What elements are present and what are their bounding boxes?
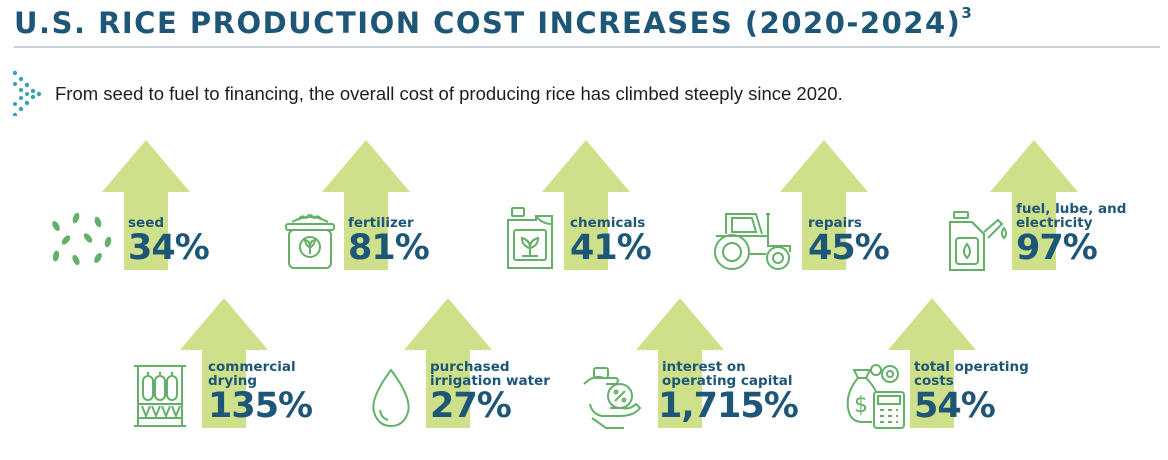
stat-label: commercial drying (208, 359, 296, 389)
stat-value: 45% (808, 228, 890, 268)
stat-label: interest on operating capital (662, 359, 793, 389)
stat-value: 54% (914, 386, 996, 426)
stat-label: purchased irrigation water (430, 359, 550, 389)
grain-dryer-icon (134, 365, 186, 427)
title-footnote: 3 (961, 4, 972, 22)
stat-repairs: repairs 45% (712, 138, 912, 272)
water-drop-icon (372, 368, 410, 428)
stat-label: chemicals (570, 215, 646, 231)
stat-value: 97% (1016, 228, 1098, 268)
stat-label: fuel, lube, and electricity (1016, 201, 1127, 231)
title-divider (14, 46, 1160, 48)
stat-fertilizer: fertilizer 81% (260, 138, 460, 272)
stat-fuel: fuel, lube, and electricity 97% (944, 138, 1159, 272)
stat-value: 27% (430, 386, 512, 426)
fuel-can-icon (949, 211, 1007, 271)
stat-label: seed (128, 215, 165, 231)
money-bag-calculator-icon: $ (846, 364, 905, 429)
stat-label: total operating costs (914, 359, 1029, 389)
stat-value: 81% (348, 228, 430, 268)
seeds-icon (52, 212, 112, 266)
stat-label: repairs (808, 215, 862, 231)
stat-interest: interest on operating capital 1,715% (580, 296, 820, 430)
money-hand-icon (583, 367, 642, 429)
fertilizer-bag-icon (285, 214, 335, 269)
stat-value: 1,715% (658, 386, 799, 426)
stat-value: 135% (208, 386, 313, 426)
svg-text:$: $ (854, 393, 868, 418)
chevron-dots-icon (12, 70, 42, 116)
stat-chemicals: chemicals 41% (496, 138, 696, 272)
stat-irrigation-water: purchased irrigation water 27% (366, 296, 586, 430)
stat-total-operating: $ total operating costs 54% (842, 296, 1062, 430)
chemical-jug-icon (507, 207, 553, 269)
tractor-icon (714, 213, 791, 270)
subtitle: From seed to fuel to financing, the over… (55, 83, 843, 104)
title-text: U.S. RICE PRODUCTION COST INCREASES (202… (14, 6, 962, 40)
stat-label: fertilizer (348, 215, 414, 231)
stat-seed: seed 34% (42, 138, 242, 272)
stat-value: 34% (128, 228, 210, 268)
stat-value: 41% (570, 228, 652, 268)
stat-commercial-drying: commercial drying 135% (126, 296, 346, 430)
page-title: U.S. RICE PRODUCTION COST INCREASES (202… (14, 4, 972, 40)
